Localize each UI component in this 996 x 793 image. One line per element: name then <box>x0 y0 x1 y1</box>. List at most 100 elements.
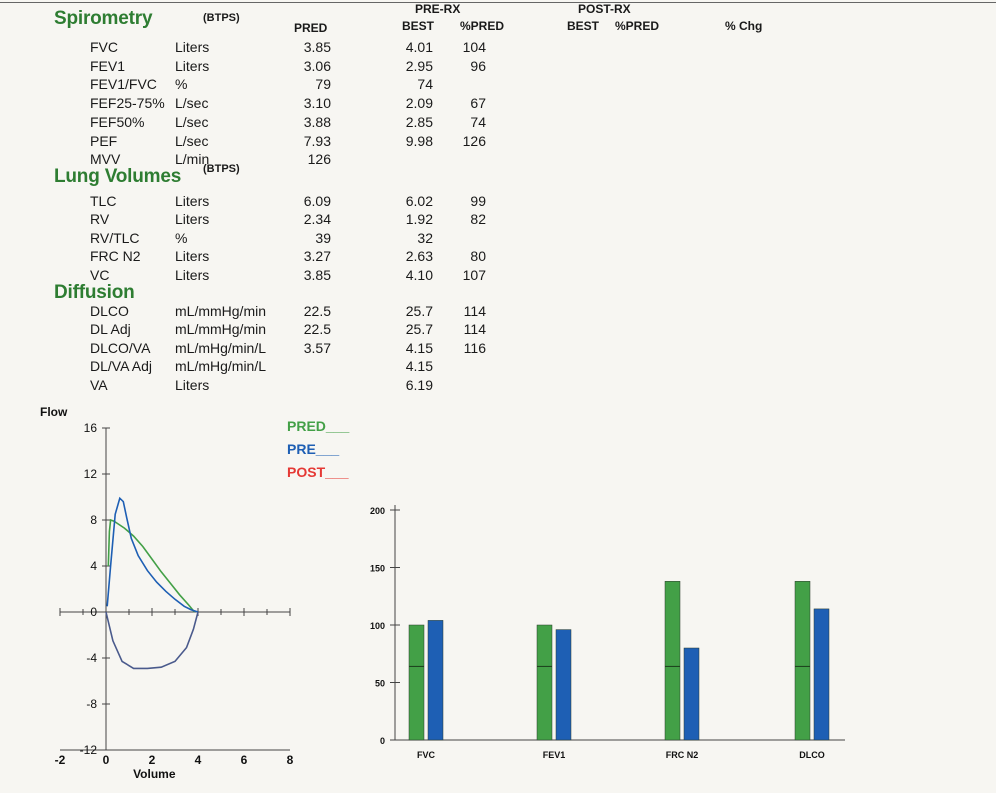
best-value: 74 <box>417 76 433 93</box>
parameter-name: MVV <box>90 151 121 168</box>
best-value: 9.98 <box>405 132 433 149</box>
y-tick-label: 12 <box>84 467 98 481</box>
bar-category-label: FEV1 <box>543 750 566 760</box>
table-row: PEF L/sec 7.93 9.98 126 <box>0 133 996 151</box>
best-value: 4.01 <box>405 39 433 55</box>
table-row: DLCO mL/mmHg/min 22.5 25.7 114 <box>0 303 996 321</box>
best-value: 32 <box>417 229 433 246</box>
pct-pred-value: 104 <box>462 39 486 55</box>
section-note-spirometry: (BTPS) <box>203 12 240 24</box>
table-row: DL Adj mL/mmHg/min 22.5 25.7 114 <box>0 321 996 339</box>
section-note-lung-volumes: (BTPS) <box>203 163 240 175</box>
series-line-pred <box>107 518 196 613</box>
legend-item: PRE___ <box>287 441 340 457</box>
bar-y-tick-label: 200 <box>370 506 385 516</box>
pred-value: 126 <box>307 151 331 168</box>
parameter-unit: mL/mHg/min/L <box>175 339 267 356</box>
best-value: 1.92 <box>405 211 433 228</box>
best-value: 25.7 <box>405 303 433 319</box>
table-row: FVC Liters 3.85 4.01 104 <box>0 39 996 57</box>
best-value: 6.02 <box>405 193 433 209</box>
pred-value: 3.06 <box>303 57 331 74</box>
parameter-unit: Liters <box>175 266 210 283</box>
header-best: BEST <box>402 19 435 33</box>
y-axis-label: Flow <box>40 405 68 419</box>
top-rule <box>0 2 996 3</box>
parameter-name: DLCO/VA <box>90 339 151 356</box>
parameter-name: FEV1 <box>90 57 126 74</box>
table-row: FEV1/FVC% 79 74 <box>0 76 996 94</box>
parameter-name: FEV1/FVC <box>90 76 157 93</box>
bar-pred <box>794 581 811 741</box>
section-title-spirometry: Spirometry <box>54 8 153 29</box>
parameter-name: FVC <box>90 39 118 55</box>
pred-value: 3.57 <box>303 339 331 356</box>
pct-pred-value: 96 <box>470 57 486 74</box>
pred-value: 6.09 <box>303 193 331 209</box>
bar-y-tick-label: 100 <box>370 621 385 631</box>
table-row: FEV1 Liters 3.06 2.95 96 <box>0 58 996 76</box>
pred-value: 3.27 <box>303 248 331 265</box>
header-pct-pred: %PRED <box>460 19 505 33</box>
parameter-name: FRC N2 <box>90 248 141 265</box>
pct-pred-value: 99 <box>470 193 486 209</box>
header-post-pct-pred: %PRED <box>615 19 660 33</box>
parameter-unit: mL/mmHg/min <box>175 303 267 319</box>
parameter-unit: L/sec <box>175 113 209 130</box>
best-value: 4.15 <box>405 358 433 375</box>
parameter-unit: L/min <box>175 151 210 168</box>
table-row: DL/VA Adj mL/mHg/min/L 4.15 <box>0 358 996 376</box>
table-row: DLCO/VA mL/mHg/min/L 3.57 4.15 116 <box>0 340 996 358</box>
parameter-unit: Liters <box>175 57 210 74</box>
pct-pred-value: 114 <box>463 303 486 319</box>
parameter-unit: Liters <box>175 193 210 209</box>
y-tick-label: -12 <box>80 743 98 757</box>
x-tick-label: 2 <box>149 753 156 767</box>
parameter-unit: Liters <box>175 39 210 55</box>
x-tick-label: 8 <box>287 753 294 767</box>
bar-y-tick-label: 50 <box>375 679 385 689</box>
pct-pred-value: 116 <box>463 339 486 356</box>
pct-pred-value: 82 <box>470 211 486 228</box>
pct-pred-value: 107 <box>462 266 486 283</box>
parameter-name: TLC <box>90 193 117 209</box>
parameter-unit: % <box>175 76 188 93</box>
parameter-unit: L/sec <box>175 95 209 112</box>
parameter-unit: mL/mHg/min/L <box>175 358 267 375</box>
pct-pred-value: 114 <box>463 321 486 338</box>
bar-category-label: FVC <box>417 750 436 760</box>
pred-value: 22.5 <box>303 303 331 319</box>
parameter-name: DLCO <box>90 303 129 319</box>
pred-value: 7.93 <box>303 132 331 149</box>
pred-value: 3.10 <box>303 95 331 112</box>
best-value: 2.09 <box>405 95 433 112</box>
parameter-unit: % <box>175 229 188 246</box>
y-tick-label: 4 <box>90 559 97 573</box>
table-row: RV/TLC% 39 32 <box>0 230 996 248</box>
best-value: 4.10 <box>405 266 433 283</box>
bar-pre <box>427 620 444 741</box>
pred-value: 3.85 <box>303 266 331 283</box>
pct-pred-value: 126 <box>462 132 486 149</box>
pred-value: 2.34 <box>303 211 331 228</box>
x-tick-label: 0 <box>103 753 110 767</box>
x-tick-label: 6 <box>241 753 248 767</box>
parameter-name: DL Adj <box>90 321 131 338</box>
best-value: 25.7 <box>405 321 433 338</box>
parameter-unit: mL/mmHg/min <box>175 321 267 338</box>
pred-value: 79 <box>315 76 331 93</box>
pred-value: 3.88 <box>303 113 331 130</box>
header-post-rx: POST-RX <box>578 2 631 16</box>
parameter-name: FEF50% <box>90 113 145 130</box>
table-row: FEF25-75% L/sec 3.10 2.09 67 <box>0 95 996 113</box>
header-pre-rx: PRE-RX <box>415 2 461 16</box>
parameter-unit: L/sec <box>175 132 209 149</box>
best-value: 6.19 <box>405 376 433 393</box>
y-tick-label: 0 <box>90 605 97 619</box>
bar-pre <box>813 608 830 741</box>
bar-category-label: FRC N2 <box>666 750 699 760</box>
pred-value: 39 <box>315 229 331 246</box>
header-pred: PRED <box>294 21 328 35</box>
bar-y-tick-label: 150 <box>370 564 385 574</box>
bar-pre <box>555 629 572 741</box>
